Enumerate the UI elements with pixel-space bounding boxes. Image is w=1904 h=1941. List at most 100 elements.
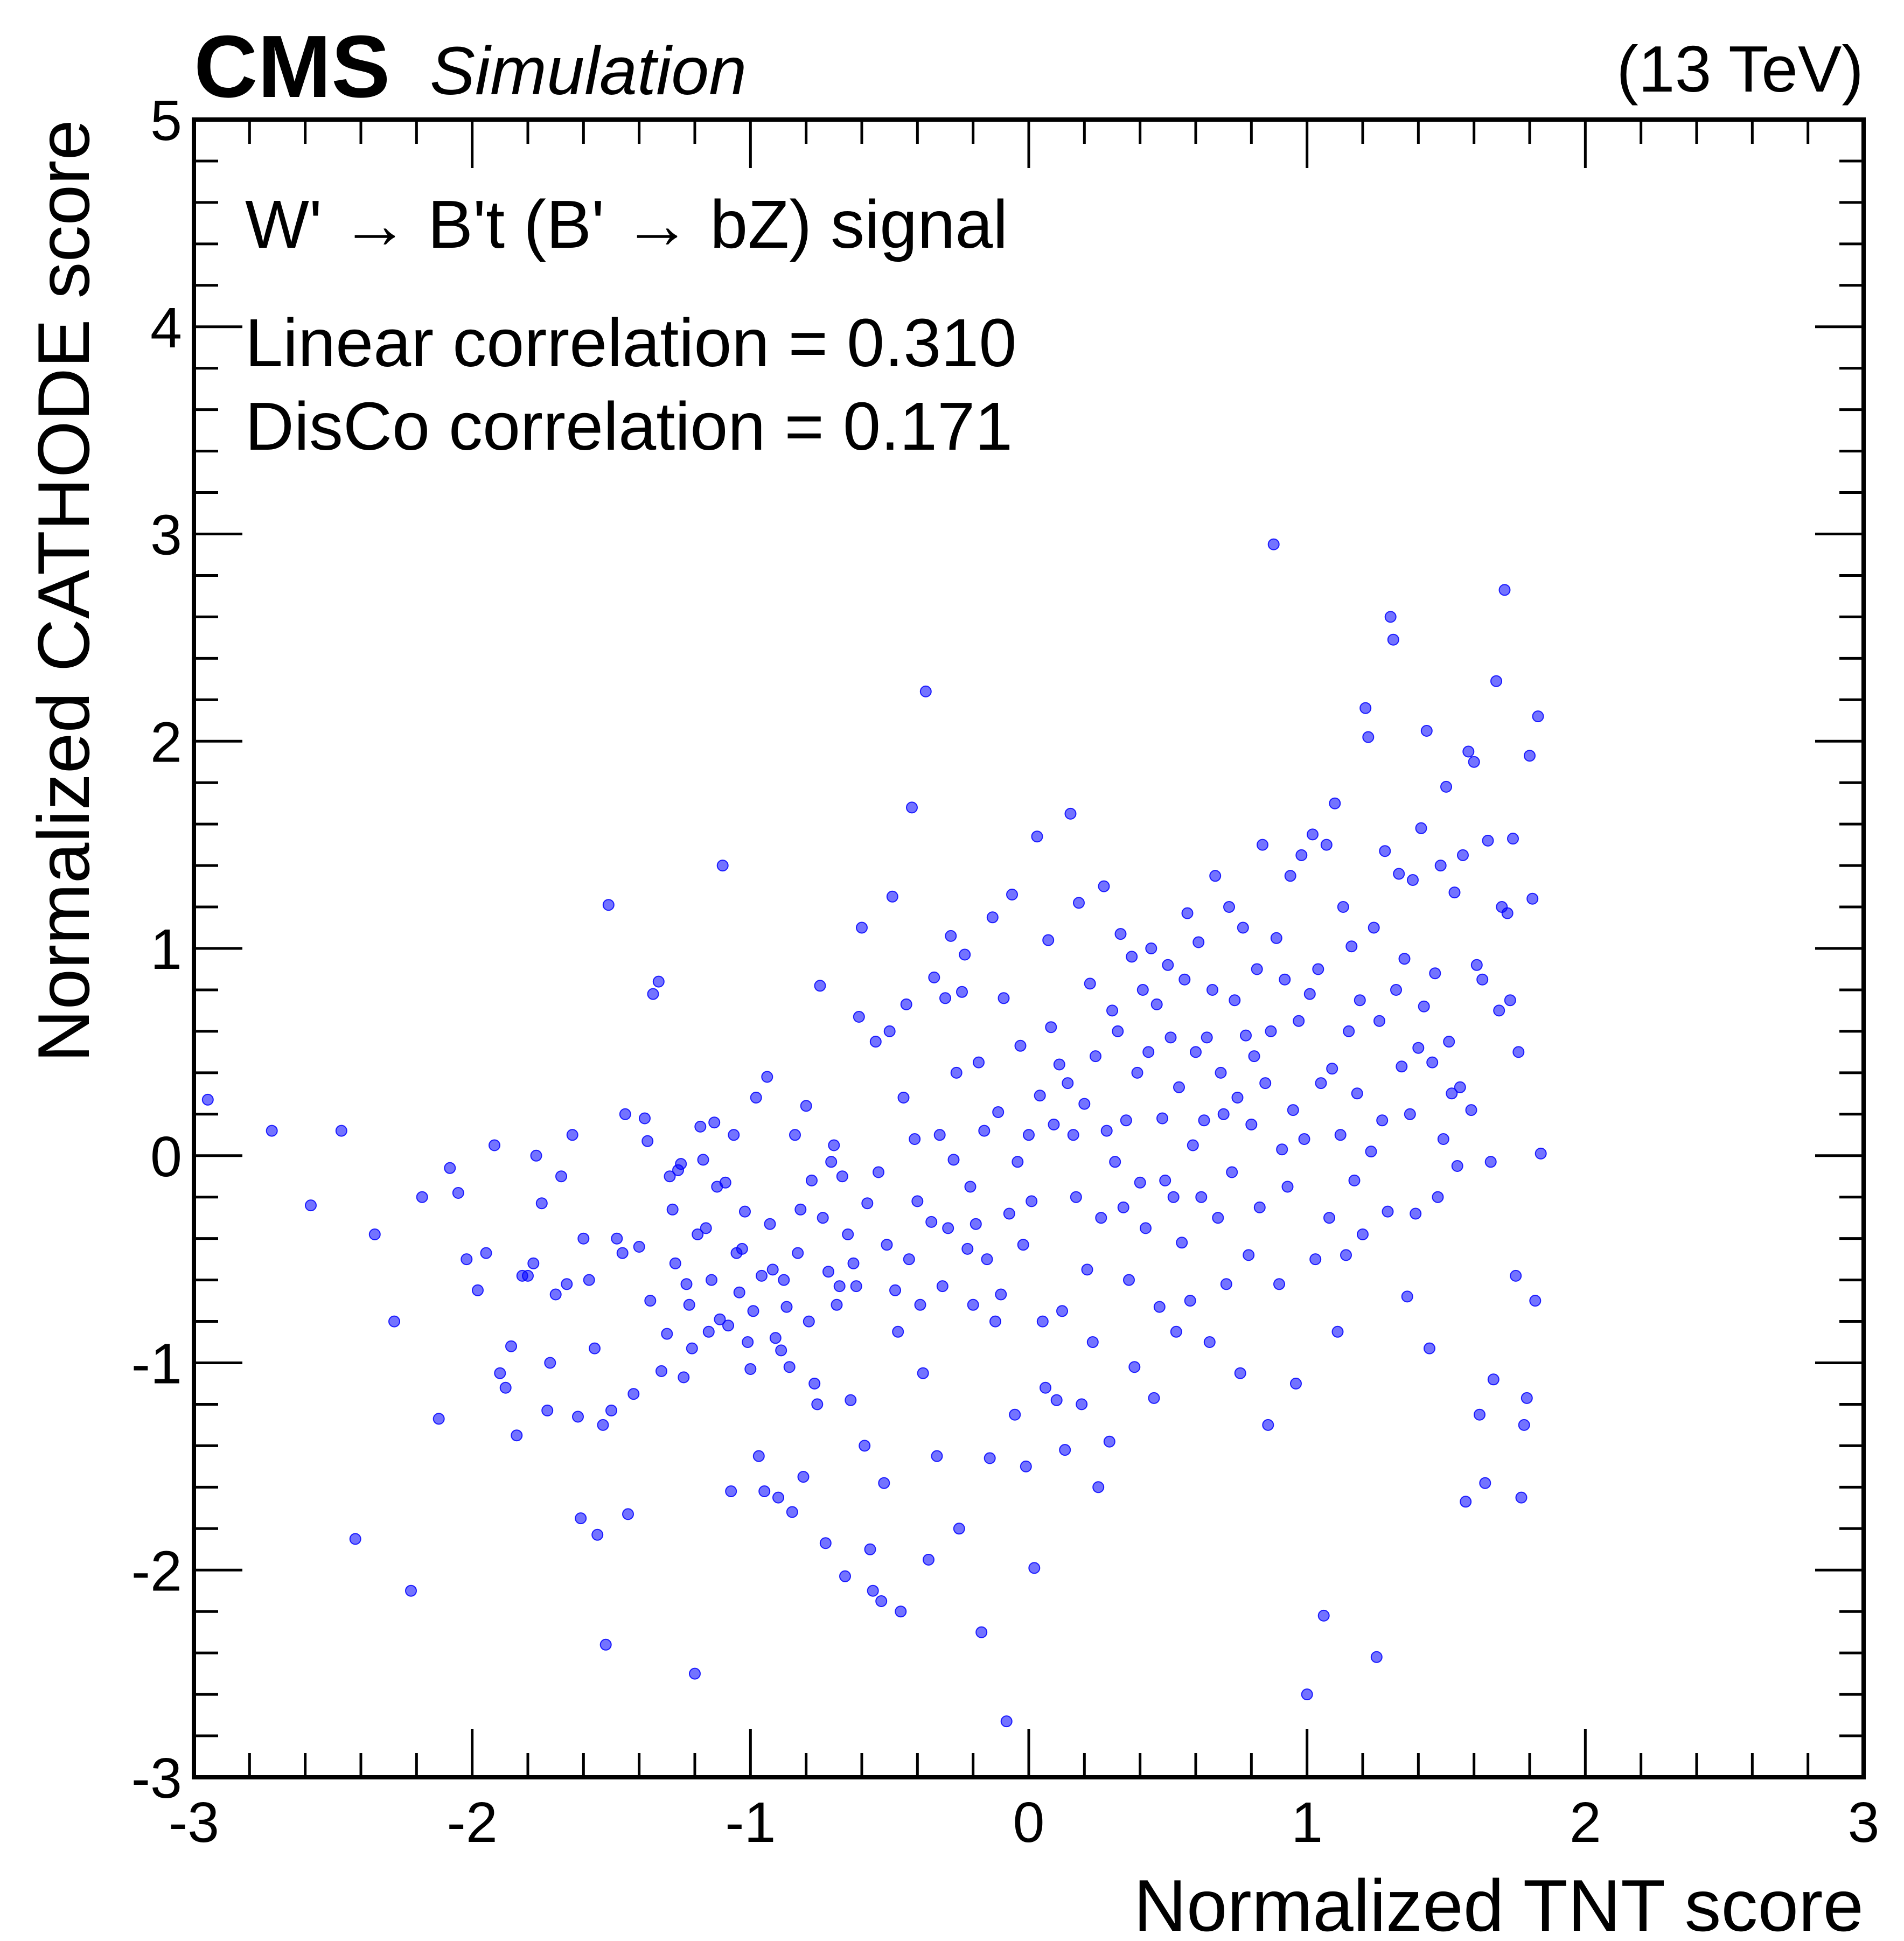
scatter-point-207 xyxy=(1090,1050,1101,1063)
scatter-point-179 xyxy=(1012,1156,1024,1168)
scatter-point-327 xyxy=(1424,1342,1435,1354)
scatter-point-314 xyxy=(1387,633,1399,646)
signal-label: W' → B't (B' → bZ) signal xyxy=(245,186,1008,262)
scatter-point-274 xyxy=(1276,1143,1288,1156)
scatter-point-342 xyxy=(1465,1104,1477,1116)
scatter-point-193 xyxy=(1050,1394,1063,1406)
simulation-label: Simulation xyxy=(430,33,747,109)
scatter-point-283 xyxy=(1301,1688,1313,1701)
scatter-point-296 xyxy=(1337,901,1349,913)
scatter-point-136 xyxy=(892,1325,904,1338)
scatter-point-65 xyxy=(694,1120,707,1133)
scatter-point-10 xyxy=(444,1162,456,1174)
scatter-point-260 xyxy=(1237,921,1249,934)
scatter-point-269 xyxy=(1262,1419,1274,1431)
scatter-point-96 xyxy=(780,1301,793,1313)
scatter-point-355 xyxy=(1501,907,1514,919)
scatter-point-270 xyxy=(1265,1025,1277,1037)
scatter-point-56 xyxy=(669,1257,681,1269)
scatter-point-209 xyxy=(1095,1212,1107,1224)
y-tick-label: 1 xyxy=(150,918,182,981)
scatter-point-267 xyxy=(1257,839,1268,851)
scatter-point-1 xyxy=(266,1125,278,1137)
scatter-point-142 xyxy=(909,1133,921,1145)
scatter-point-104 xyxy=(803,1315,815,1328)
scatter-point-61 xyxy=(683,1298,695,1311)
scatter-point-29 xyxy=(561,1278,573,1290)
scatter-point-167 xyxy=(978,1125,991,1137)
scatter-point-347 xyxy=(1479,1477,1491,1489)
scatter-point-76 xyxy=(725,1485,737,1497)
scatter-point-37 xyxy=(597,1419,609,1431)
scatter-point-138 xyxy=(897,1092,910,1104)
scatter-point-32 xyxy=(575,1512,587,1525)
scatter-point-15 xyxy=(489,1139,500,1151)
scatter-point-251 xyxy=(1212,1212,1224,1224)
scatter-point-228 xyxy=(1148,1392,1160,1404)
scatter-point-14 xyxy=(480,1247,492,1259)
scatter-point-185 xyxy=(1028,1562,1041,1574)
scatter-point-312 xyxy=(1382,1205,1394,1218)
scatter-point-352 xyxy=(1493,1004,1505,1017)
scatter-point-22 xyxy=(527,1257,540,1269)
scatter-point-363 xyxy=(1524,750,1536,762)
scatter-point-328 xyxy=(1426,1056,1439,1069)
scatter-point-212 xyxy=(1103,1435,1115,1448)
scatter-point-180 xyxy=(1014,1039,1027,1052)
scatter-point-50 xyxy=(647,988,659,1000)
scatter-point-127 xyxy=(867,1584,879,1597)
scatter-point-250 xyxy=(1209,870,1222,882)
y-tick-label: 5 xyxy=(150,89,182,152)
scatter-point-329 xyxy=(1429,967,1441,980)
scatter-point-233 xyxy=(1162,959,1174,971)
scatter-point-300 xyxy=(1348,1174,1361,1186)
scatter-point-246 xyxy=(1198,1114,1210,1127)
scatter-point-105 xyxy=(806,1174,818,1186)
scatter-point-55 xyxy=(666,1203,679,1216)
scatter-point-340 xyxy=(1460,1496,1472,1508)
scatter-point-130 xyxy=(875,1595,888,1607)
scatter-point-208 xyxy=(1092,1481,1105,1493)
y-tick-label: -2 xyxy=(131,1539,182,1603)
scatter-point-242 xyxy=(1187,1139,1199,1151)
scatter-point-165 xyxy=(973,1056,985,1069)
scatter-point-201 xyxy=(1073,897,1085,909)
y-tick-labels: -3 -2 -1 0 1 2 3 4 5 xyxy=(131,89,182,1810)
scatter-point-248 xyxy=(1203,1336,1216,1348)
scatter-point-189 xyxy=(1040,1381,1051,1394)
scatter-point-158 xyxy=(953,1523,965,1535)
scatter-point-62 xyxy=(686,1342,698,1354)
scatter-point-75 xyxy=(722,1319,734,1332)
scatter-point-48 xyxy=(641,1135,654,1147)
scatter-point-153 xyxy=(939,992,951,1004)
scatter-point-205 xyxy=(1084,978,1096,990)
scatter-point-284 xyxy=(1303,988,1316,1000)
scatter-point-145 xyxy=(917,1367,929,1379)
scatter-point-38 xyxy=(599,1638,612,1651)
scatter-point-2 xyxy=(305,1199,317,1212)
scatter-point-116 xyxy=(836,1170,848,1183)
scatter-point-240 xyxy=(1181,907,1194,919)
scatter-point-349 xyxy=(1484,1156,1497,1168)
scatter-point-110 xyxy=(819,1537,832,1549)
scatter-point-338 xyxy=(1454,1081,1466,1093)
scatter-point-177 xyxy=(1006,889,1018,900)
scatter-point-30 xyxy=(566,1129,578,1141)
scatter-point-151 xyxy=(933,1129,946,1141)
scatter-point-298 xyxy=(1343,1025,1355,1037)
scatter-point-186 xyxy=(1031,830,1043,843)
scatter-point-221 xyxy=(1128,1361,1141,1373)
scatter-point-292 xyxy=(1326,1063,1338,1075)
scatter-point-0 xyxy=(201,1093,214,1106)
scatter-point-107 xyxy=(811,1398,824,1411)
scatter-point-152 xyxy=(936,1280,948,1293)
scatter-point-216 xyxy=(1114,928,1127,940)
disco-correlation-label: DisCo correlation = 0.171 xyxy=(245,388,1013,464)
scatter-point-252 xyxy=(1215,1066,1227,1079)
scatter-point-244 xyxy=(1192,936,1205,948)
scatter-point-128 xyxy=(869,1036,882,1048)
scatter-point-192 xyxy=(1048,1119,1060,1130)
scatter-point-94 xyxy=(775,1344,787,1357)
scatter-point-178 xyxy=(1009,1408,1021,1421)
scatter-point-259 xyxy=(1234,1367,1246,1379)
